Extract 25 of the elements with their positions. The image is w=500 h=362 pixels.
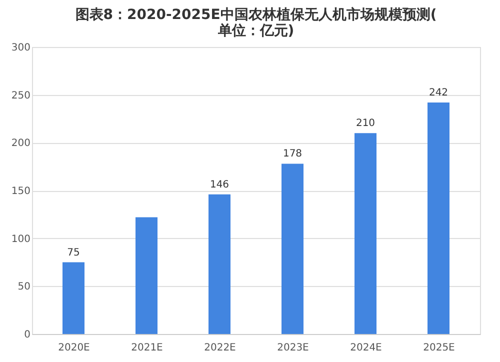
x-tick-label: 2023E — [277, 342, 309, 354]
y-tick-label: 100 — [11, 234, 30, 245]
x-tick-label: 2020E — [58, 342, 90, 354]
x-tick-label: 2022E — [204, 342, 236, 354]
bar — [62, 262, 84, 334]
bar — [208, 194, 230, 334]
bar — [136, 217, 158, 334]
y-tick-label: 0 — [24, 330, 30, 340]
y-tick-label: 200 — [11, 138, 30, 150]
y-tick-label: 150 — [11, 186, 30, 197]
x-tick-label: 2021E — [131, 342, 163, 354]
y-tick-label: 250 — [11, 90, 30, 102]
x-tick-label: 2024E — [350, 342, 382, 354]
x-tick-label: 2025E — [423, 342, 455, 354]
y-tick-label: 50 — [18, 282, 30, 293]
data-label: 146 — [210, 179, 230, 190]
data-label: 75 — [67, 247, 80, 258]
bar — [282, 164, 304, 334]
data-label: 178 — [282, 148, 302, 160]
y-tick-label: 300 — [11, 42, 30, 54]
data-label: 210 — [356, 118, 376, 130]
bar — [428, 102, 450, 334]
data-label: 242 — [428, 87, 448, 98]
chart-title: 图表8：2020-2025E中国农林植保无人机市场规模预测(单位：亿元) — [75, 6, 437, 39]
bar — [354, 133, 376, 334]
